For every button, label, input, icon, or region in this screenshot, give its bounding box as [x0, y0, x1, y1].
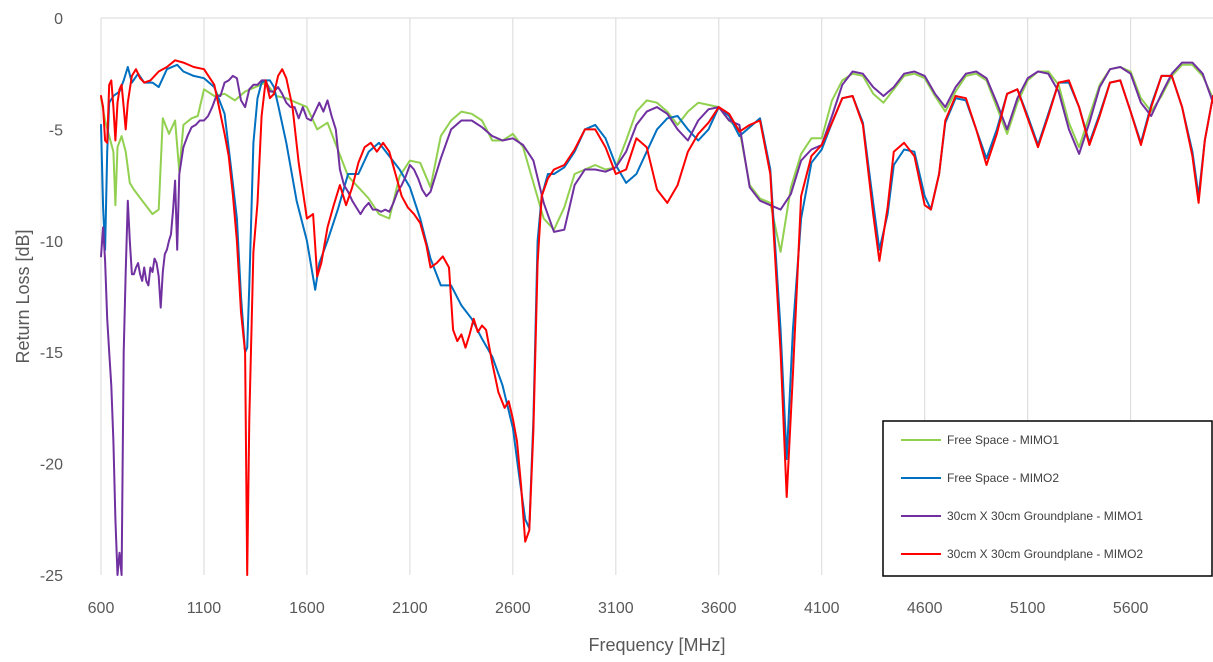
- series-line-1: [100, 63, 1213, 253]
- legend-label: 30cm X 30cm Groundplane - MIMO1: [947, 509, 1143, 523]
- x-tick-label: 600: [88, 600, 115, 617]
- y-axis-ticks: 0 -5 -10 -15 -20 -25: [40, 11, 63, 585]
- x-tick-label: 2100: [392, 600, 428, 617]
- x-tick-label: 3100: [598, 600, 634, 617]
- x-tick-label: 5600: [1113, 600, 1149, 617]
- legend-label: Free Space - MIMO1: [947, 433, 1059, 447]
- series-lines: [100, 59, 1213, 576]
- x-tick-label: 2600: [495, 600, 531, 617]
- legend-label: Free Space - MIMO2: [947, 471, 1059, 485]
- series-line-2: [100, 63, 1213, 530]
- series-line-3: [100, 61, 1213, 576]
- x-tick-label: 3600: [701, 600, 737, 617]
- x-tick-label: 4100: [804, 600, 840, 617]
- x-tick-label: 5100: [1010, 600, 1046, 617]
- x-tick-label: 1100: [187, 600, 222, 617]
- x-axis-label: Frequency [MHz]: [588, 635, 725, 655]
- y-tick-label: -20: [40, 457, 63, 474]
- y-tick-label: -5: [49, 122, 63, 139]
- y-tick-label: -15: [40, 345, 63, 362]
- y-axis-label: Return Loss [dB]: [13, 229, 33, 363]
- x-tick-label: 1600: [289, 600, 325, 617]
- x-tick-label: 4600: [907, 600, 943, 617]
- y-tick-label: -25: [40, 568, 63, 585]
- y-tick-label: -10: [40, 234, 63, 251]
- x-axis-ticks: 600 1100 1600 2100 2600 3100 3600 4100 4600 5100 5…: [88, 600, 1149, 617]
- legend-box: [882, 420, 1213, 577]
- legend: Free Space - MIMO1 Free Space - MIMO2 30cm…: [882, 420, 1213, 577]
- series-line-4: [100, 59, 1213, 576]
- legend-label: 30cm X 30cm Groundplane - MIMO2: [947, 547, 1143, 561]
- y-tick-label: 0: [54, 11, 63, 28]
